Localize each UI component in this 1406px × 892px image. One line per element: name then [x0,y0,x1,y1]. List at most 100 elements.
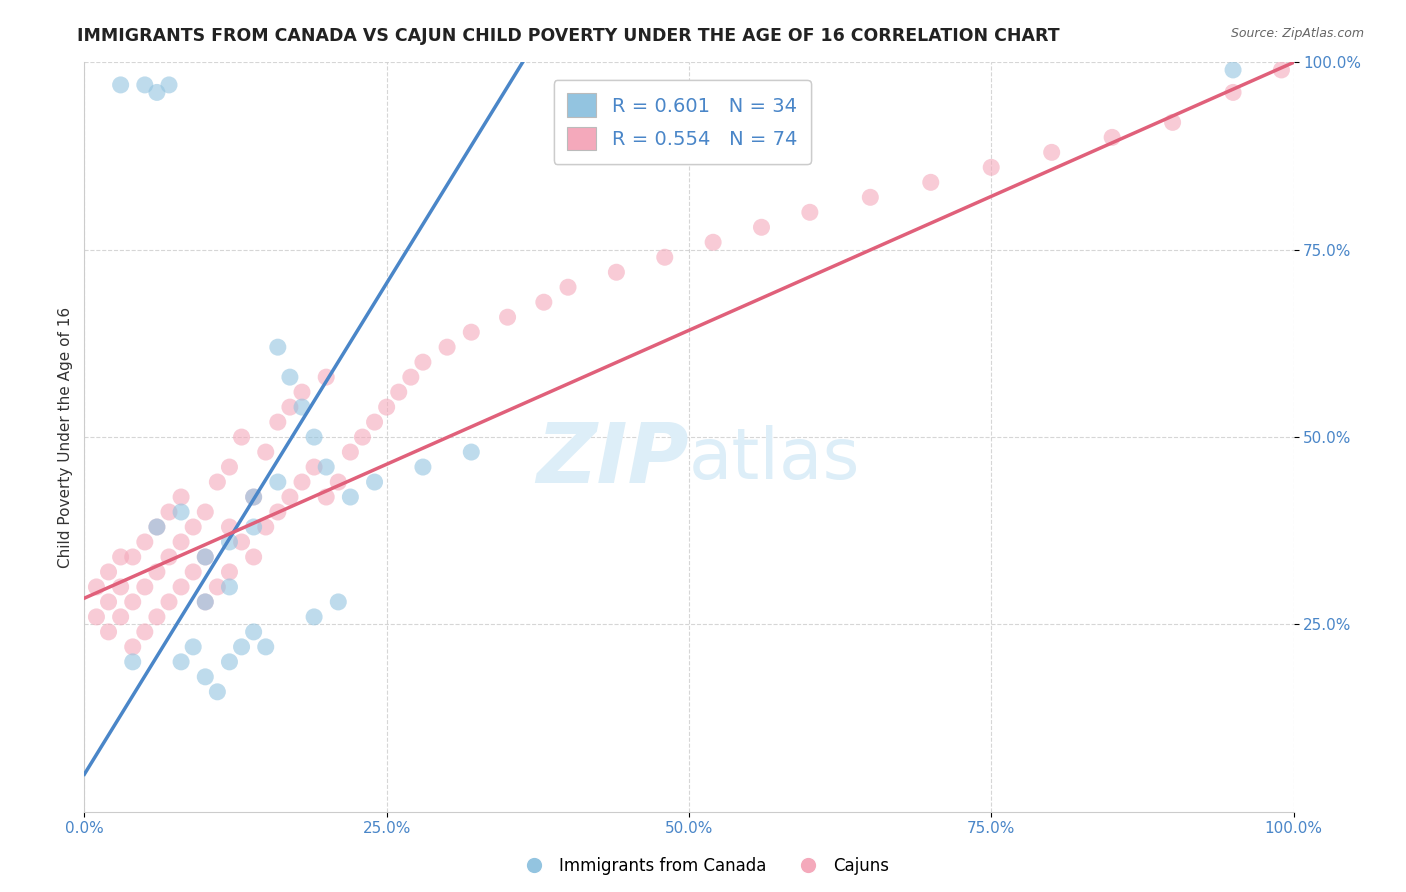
Point [170,535,193,549]
Point [254,445,277,459]
Point [110,610,132,624]
Point [328,475,350,489]
Point [121,640,143,654]
Point [86,610,108,624]
Point [399,370,422,384]
Legend: Immigrants from Canada, Cajuns: Immigrants from Canada, Cajuns [517,856,889,875]
Point [242,624,264,639]
Point [86,580,108,594]
Point [218,655,240,669]
Point [110,580,132,594]
Point [302,610,325,624]
Point [207,580,229,594]
Text: IMMIGRANTS FROM CANADA VS CAJUN CHILD POVERTY UNDER THE AGE OF 16 CORRELATION CH: IMMIGRANTS FROM CANADA VS CAJUN CHILD PO… [77,27,1060,45]
Point [339,490,361,504]
Point [1270,62,1292,77]
Point [267,415,290,429]
Point [97,595,120,609]
Point [1161,115,1184,129]
Point [121,595,143,609]
Point [207,475,229,489]
Point [375,400,398,414]
Point [412,460,434,475]
Point [267,475,290,489]
Point [799,205,821,219]
Y-axis label: Child Poverty Under the Age of 16: Child Poverty Under the Age of 16 [58,307,73,567]
Point [110,549,132,564]
Point [278,370,301,384]
Point [533,295,555,310]
Point [157,78,180,92]
Point [121,655,143,669]
Point [363,415,385,429]
Point [157,549,180,564]
Point [157,595,180,609]
Text: atlas: atlas [689,425,860,494]
Point [291,385,314,400]
Point [134,535,156,549]
Point [412,355,434,369]
Point [231,535,253,549]
Point [146,565,169,579]
Point [339,445,361,459]
Point [181,520,204,534]
Point [207,685,229,699]
Point [1040,145,1063,160]
Point [302,460,325,475]
Point [242,490,264,504]
Point [218,460,240,475]
Point [751,220,773,235]
Point [146,86,169,100]
Point [170,655,193,669]
Point [218,565,240,579]
Point [1222,86,1244,100]
Point [231,640,253,654]
Point [194,549,217,564]
Point [134,78,156,92]
Point [121,549,143,564]
Point [242,520,264,534]
Point [97,624,120,639]
Point [170,580,193,594]
Point [328,595,350,609]
Point [170,490,193,504]
Point [291,400,314,414]
Point [134,624,156,639]
Point [1101,130,1123,145]
Point [242,549,264,564]
Point [231,430,253,444]
Point [460,445,482,459]
Point [315,370,337,384]
Point [702,235,724,250]
Point [134,580,156,594]
Point [254,520,277,534]
Point [920,175,942,189]
Point [557,280,579,294]
Point [315,490,337,504]
Point [170,505,193,519]
Point [110,78,132,92]
Point [194,670,217,684]
Point [267,505,290,519]
Point [1222,62,1244,77]
Point [218,580,240,594]
Point [267,340,290,354]
Point [194,505,217,519]
Point [97,565,120,579]
Point [291,475,314,489]
Point [859,190,882,204]
Point [980,161,1002,175]
Point [278,400,301,414]
Point [460,325,482,339]
Text: ZIP: ZIP [536,419,689,500]
Point [194,549,217,564]
Point [278,490,301,504]
Point [146,520,169,534]
Point [352,430,374,444]
Point [146,610,169,624]
Point [157,505,180,519]
Point [496,310,519,325]
Point [194,595,217,609]
Point [363,475,385,489]
Point [181,565,204,579]
